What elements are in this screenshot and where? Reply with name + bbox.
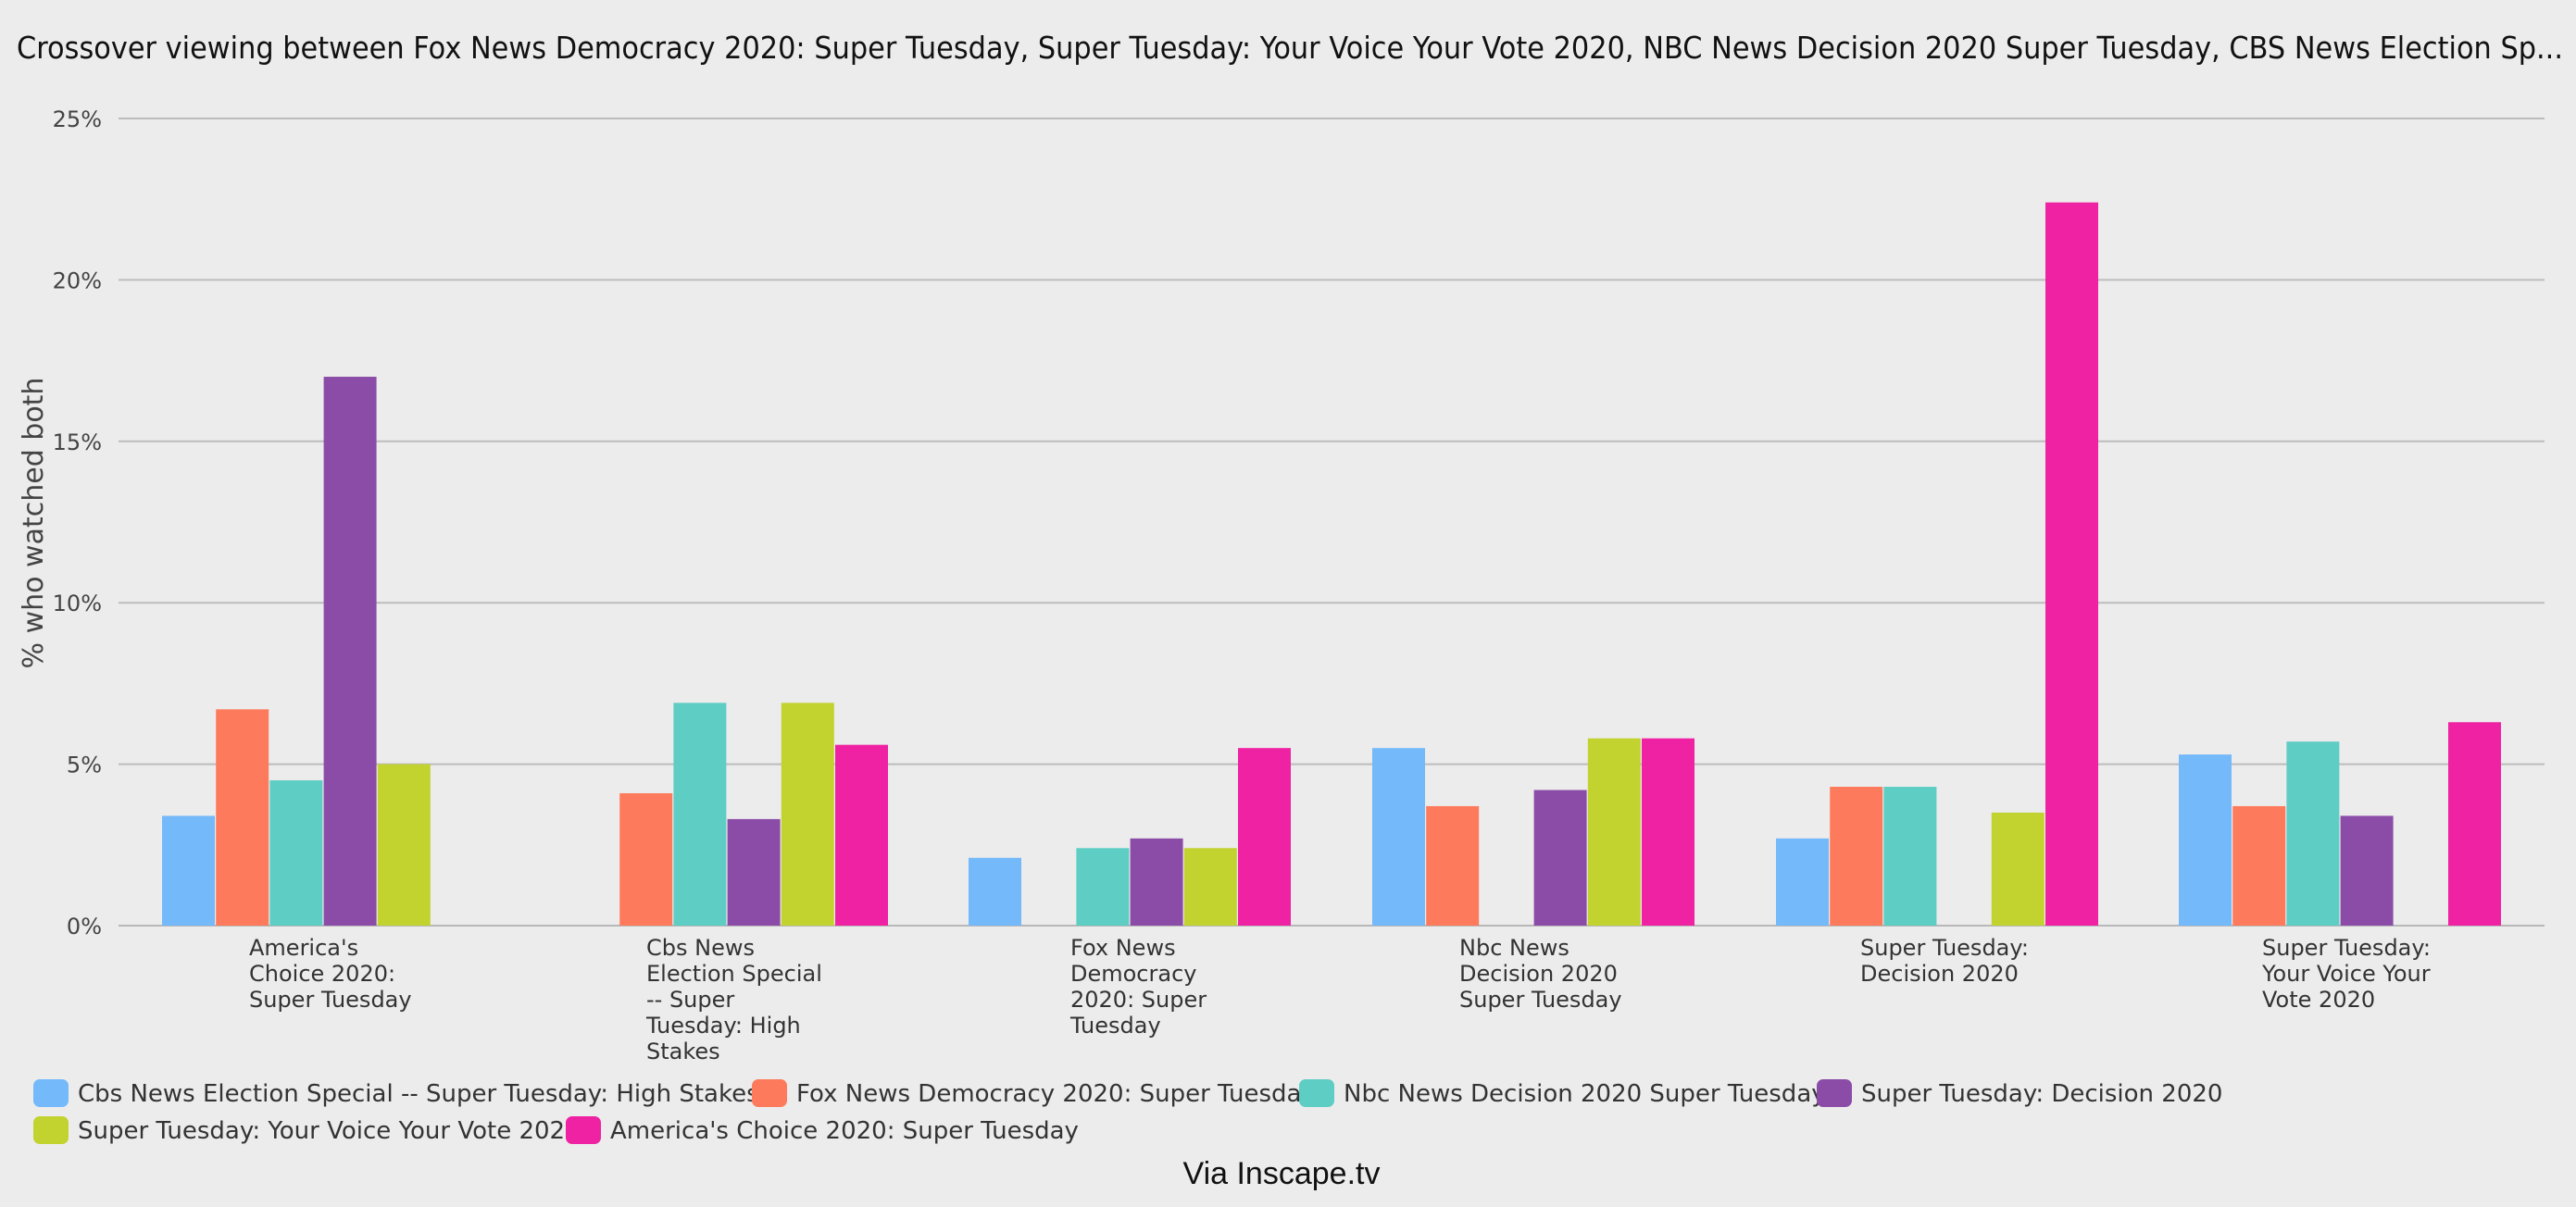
legend-label: Nbc News Decision 2020 Super Tuesday	[1344, 1080, 1826, 1108]
y-axis-ticks: 0% 5% 10% 15% 20% 25%	[53, 106, 102, 939]
x-category-label: Nbc News Decision 2020 Super Tuesday	[1459, 935, 1622, 1013]
bars	[162, 202, 2501, 927]
x-category-label: Super Tuesday: Your Voice Your Vote 2020	[2261, 935, 2431, 1013]
bar	[216, 709, 269, 926]
bar	[323, 377, 377, 926]
x-category-label: Cbs News Election Special -- Super Tuesday:…	[645, 935, 822, 1064]
y-tick-label: 25%	[53, 106, 102, 132]
y-tick-label: 5%	[67, 753, 102, 778]
legend-item: Super Tuesday: Decision 2020	[1817, 1079, 2222, 1108]
x-category-label: America's Choice 2020: Super Tuesday	[249, 935, 412, 1013]
bar	[1642, 738, 1694, 926]
grid	[119, 118, 2545, 927]
legend-swatch	[566, 1116, 601, 1144]
bar	[969, 857, 1021, 926]
x-category-label: Super Tuesday: Decision 2020	[1860, 935, 2029, 987]
legend-label: America's Choice 2020: Super Tuesday	[610, 1117, 1079, 1145]
legend-swatch	[33, 1116, 69, 1144]
bar	[2448, 722, 2501, 926]
bar	[1372, 748, 1425, 926]
x-category-label: Fox News Democracy 2020: Super Tuesday	[1069, 935, 1207, 1039]
bar	[1533, 790, 1587, 926]
legend-label: Super Tuesday: Your Voice Your Vote 2020	[78, 1117, 581, 1145]
legend-label: Fox News Democracy 2020: Super Tuesday	[796, 1080, 1316, 1108]
bar	[1130, 838, 1183, 926]
bar	[1076, 848, 1130, 926]
bar	[1238, 748, 1291, 926]
bar	[1883, 787, 1937, 926]
bar	[1183, 848, 1237, 926]
x-axis-labels: America's Choice 2020: Super Tuesday Cbs Ne…	[249, 935, 2431, 1064]
y-tick-label: 15%	[53, 429, 102, 455]
bar	[377, 764, 431, 926]
bar	[1776, 838, 1829, 926]
legend-item: Nbc News Decision 2020 Super Tuesday	[1299, 1079, 1826, 1108]
chart-title: Crossover viewing between Fox News Democ…	[17, 30, 2563, 66]
legend-label: Cbs News Election Special -- Super Tuesd…	[78, 1080, 759, 1108]
bar	[2232, 805, 2286, 926]
bar	[1830, 787, 1883, 926]
bar	[1587, 738, 1641, 926]
legend-swatch	[33, 1079, 69, 1107]
bar	[1426, 805, 1480, 926]
bar	[2179, 754, 2232, 926]
legend-label: Super Tuesday: Decision 2020	[1861, 1080, 2222, 1108]
legend-swatch	[752, 1079, 787, 1107]
legend-item: Cbs News Election Special -- Super Tuesd…	[33, 1079, 759, 1108]
bar	[2045, 202, 2098, 927]
bar	[162, 815, 215, 926]
y-tick-label: 0%	[67, 914, 102, 939]
bar	[2286, 741, 2340, 926]
bar	[673, 703, 727, 926]
legend-swatch	[1817, 1079, 1852, 1107]
bar	[269, 780, 323, 926]
bar	[781, 703, 834, 926]
bar	[727, 818, 781, 926]
bar	[619, 792, 673, 926]
y-tick-label: 10%	[53, 591, 102, 616]
credit-text: Via Inscape.tv	[1183, 1156, 1381, 1191]
legend-swatch	[1299, 1079, 1334, 1107]
legend-item: Super Tuesday: Your Voice Your Vote 2020	[33, 1116, 581, 1145]
y-tick-label: 20%	[53, 268, 102, 293]
bar	[2340, 815, 2394, 926]
legend: Cbs News Election Special -- Super Tuesd…	[33, 1079, 2222, 1145]
y-axis-title: % who watched both	[18, 378, 50, 669]
bar	[835, 744, 888, 926]
legend-item: Fox News Democracy 2020: Super Tuesday	[752, 1079, 1316, 1108]
legend-item: America's Choice 2020: Super Tuesday	[566, 1116, 1079, 1145]
bar	[1991, 812, 2045, 926]
